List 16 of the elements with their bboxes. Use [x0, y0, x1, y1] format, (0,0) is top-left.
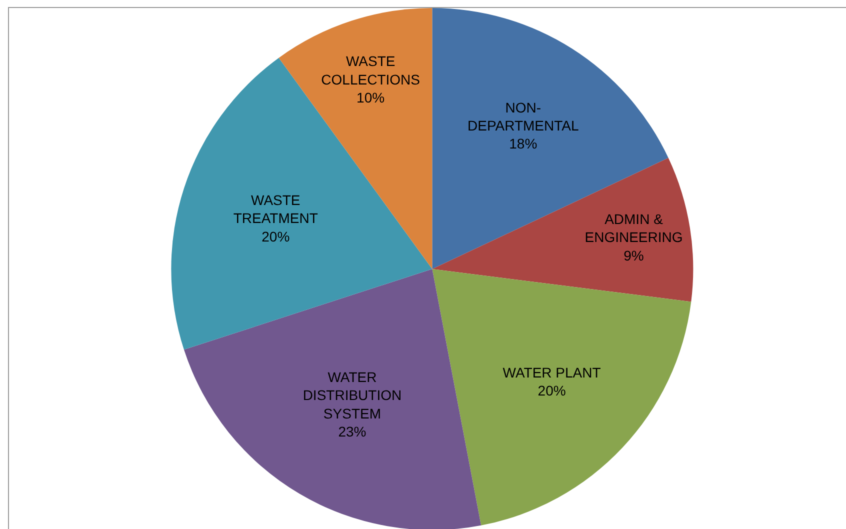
slice-label: ADMIN & ENGINEERING [584, 210, 683, 246]
pie-slice [172, 58, 432, 350]
pie-slice [184, 269, 482, 529]
data-label: 23% [338, 424, 366, 440]
slice-label: WASTE TREATMENT [233, 192, 318, 226]
data-label: 20% [538, 382, 566, 399]
pie-slice [432, 158, 694, 302]
slice-label: WATER PLANT [502, 364, 602, 380]
data-label: 20% [262, 228, 290, 244]
data-label: 9% [624, 247, 644, 264]
data-label: 10% [356, 90, 385, 106]
slice-label: WASTE COLLECTIONS [321, 53, 420, 88]
data-label: 18% [509, 136, 538, 152]
slice-label: WATER DISTRIBUTION SYSTEM [302, 368, 402, 422]
slice-label: NON-DEPARTMENTAL [468, 99, 579, 134]
pie-slice [432, 269, 692, 526]
